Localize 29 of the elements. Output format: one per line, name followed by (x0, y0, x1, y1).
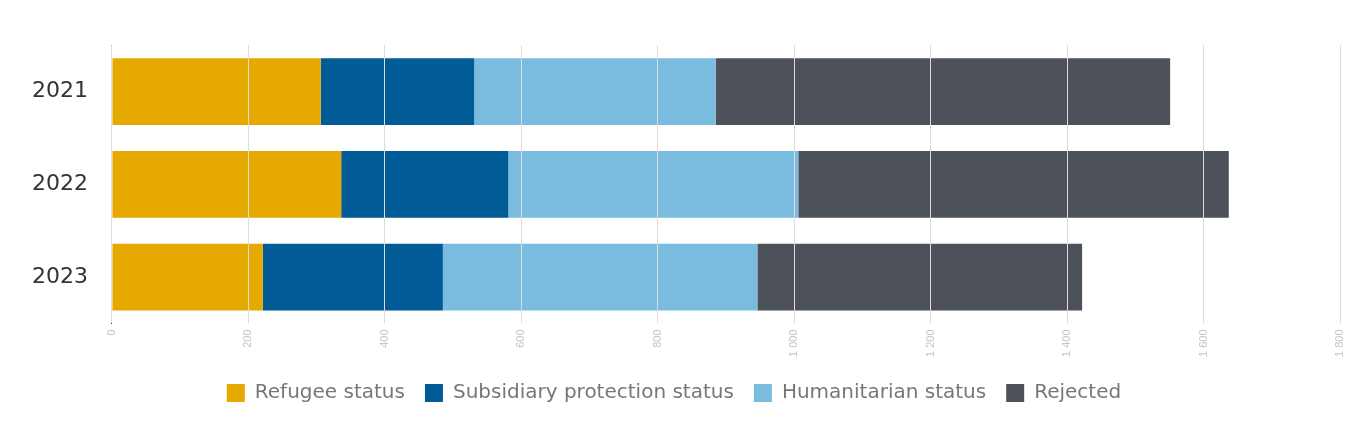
x-tick-label: 600 (514, 329, 527, 348)
bar (757, 243, 1083, 311)
x-tick-label: 400 (377, 329, 390, 348)
bar (262, 243, 443, 311)
bar (715, 58, 1171, 125)
bar (112, 150, 342, 218)
bar (798, 150, 1229, 218)
legend-label: Rejected (1034, 379, 1122, 404)
x-tick-label: 1 400 (1060, 329, 1073, 357)
y-tick-label: 2021 (31, 77, 88, 103)
bar (508, 150, 799, 218)
bar (112, 58, 321, 125)
x-tick-label: 200 (241, 329, 254, 348)
y-tick-label: 2022 (31, 170, 88, 196)
legend-label: Subsidiary protection status (452, 379, 734, 404)
x-tick-label: 800 (650, 329, 663, 348)
x-tick-label: 1 000 (787, 329, 800, 357)
bar (320, 58, 475, 125)
legend-label: Refugee status (254, 379, 405, 404)
bar (442, 243, 758, 311)
x-tick-label: 1 600 (1196, 329, 1209, 357)
x-tick-label: 0 (105, 329, 118, 336)
legend-label: Humanitarian status (781, 379, 987, 404)
bar (112, 243, 263, 311)
bar (474, 58, 716, 125)
bar (341, 150, 509, 218)
x-tick-label: 1 800 (1333, 329, 1346, 357)
y-tick-label: 2023 (31, 262, 88, 288)
x-tick-label: 1 200 (923, 329, 936, 357)
